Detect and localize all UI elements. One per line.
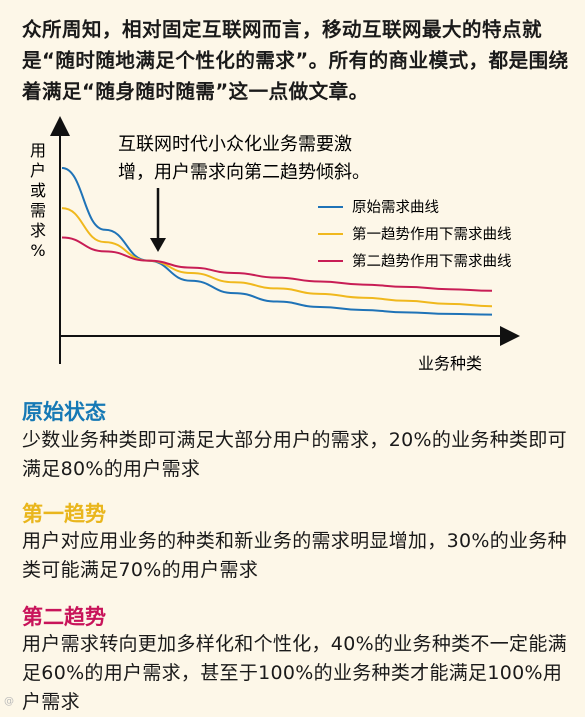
legend-label-1: 第一趋势作用下需求曲线 (352, 225, 512, 243)
legend-label-2: 第二趋势作用下需求曲线 (352, 252, 512, 270)
annotation-line-1: 互联网时代小众化业务需要激 (118, 134, 352, 155)
intro-paragraph: 众所周知，相对固定互联网而言，移动互联网最大的特点就是“随时随地满足个性化的需求… (22, 18, 569, 103)
y-axis-label-char: 求 (30, 221, 46, 240)
section-title-first-trend: 第一趋势 (22, 502, 106, 526)
y-axis-label-char: 户 (30, 161, 46, 180)
y-axis-label-char: 用 (30, 141, 46, 160)
series-line-2 (61, 236, 493, 292)
section-body-first-trend: 用户对应用业务的种类和新业务的需求明显增加，30%的业务种类可能满足70%的用户… (22, 530, 567, 581)
section-body-original: 少数业务种类即可满足大部分用户的需求，20%的业务种类即可满足80%的用户需求 (22, 429, 567, 480)
legend-label-0: 原始需求曲线 (352, 199, 439, 216)
section-title-original: 原始状态 (22, 400, 106, 424)
section-body-second-trend: 用户需求转向更加多样化和个性化，40%的业务种类不一定能满足60%的用户需求，甚… (22, 633, 567, 713)
series-line-1 (61, 207, 493, 308)
annotation-arrow-head (150, 238, 166, 252)
y-axis-label-char: 或 (30, 181, 46, 200)
section-title-second-trend: 第二趋势 (22, 605, 106, 629)
series-line-0 (61, 167, 493, 316)
annotation-line-2: 增，用户需求向第二趋势倾斜。 (118, 162, 370, 183)
y-axis-label-char: % (30, 241, 45, 260)
y-axis-label-char: 需 (30, 201, 46, 220)
watermark: @ (4, 696, 14, 707)
x-axis-label: 业务种类 (418, 354, 482, 373)
